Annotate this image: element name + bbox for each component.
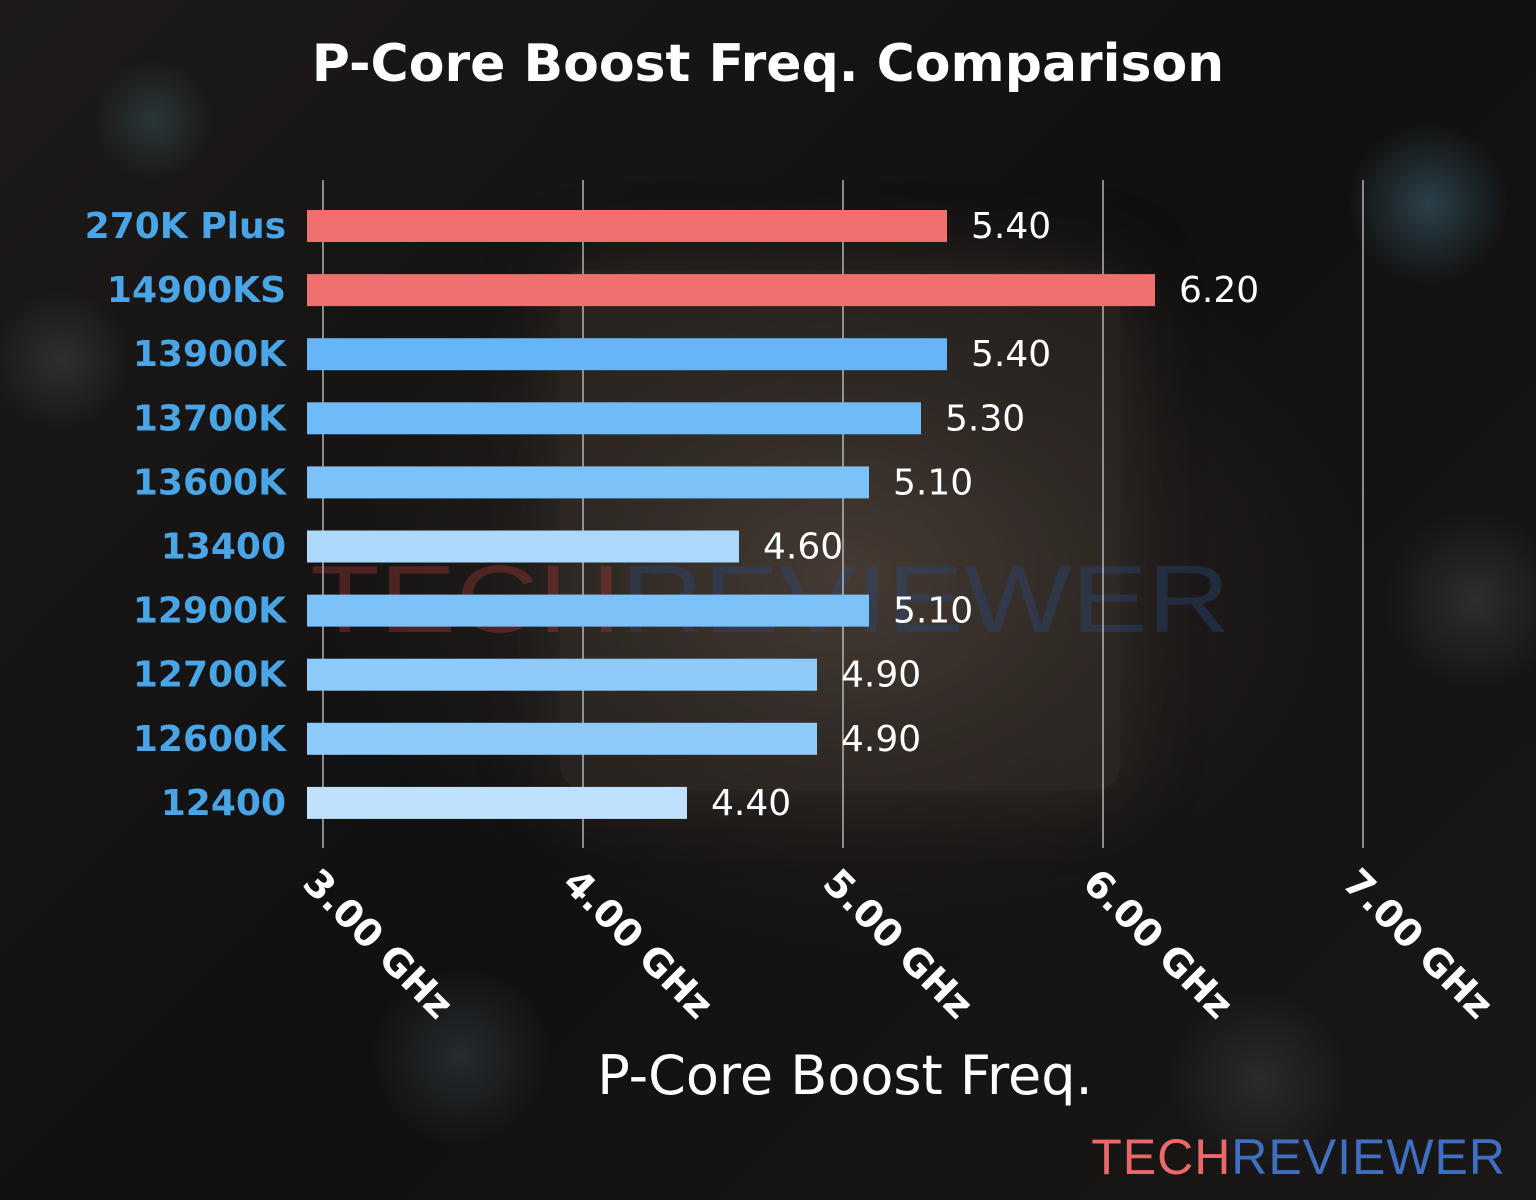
value-label: 4.60 bbox=[763, 527, 843, 568]
bars bbox=[307, 210, 1155, 819]
x-tick-label: 4.00 GHz bbox=[555, 860, 722, 1027]
bar bbox=[307, 658, 817, 691]
value-label: 4.90 bbox=[841, 655, 921, 696]
value-label: 6.20 bbox=[1179, 270, 1259, 311]
value-label: 5.40 bbox=[971, 206, 1051, 247]
value-label: 4.90 bbox=[841, 719, 921, 760]
category-label: 12900K bbox=[133, 591, 287, 632]
bar bbox=[307, 338, 947, 371]
category-label: 270K Plus bbox=[85, 206, 286, 247]
bar bbox=[307, 466, 869, 499]
category-labels: 270K Plus 14900KS 13900K 13700K 13600K 13400 1… bbox=[85, 206, 287, 824]
value-labels: 5.40 6.20 5.40 5.30 5.10 4.60 5.10 4.90 4.90 4.40 bbox=[711, 206, 1259, 824]
category-label: 13900K bbox=[133, 334, 287, 375]
category-label: 14900KS bbox=[107, 270, 286, 311]
value-label: 5.40 bbox=[971, 334, 1051, 375]
techreviewer-logo: TECHREVIEWER bbox=[1091, 1128, 1506, 1186]
category-label: 12700K bbox=[133, 655, 287, 696]
x-tick-label: 6.00 GHz bbox=[1075, 860, 1242, 1027]
x-axis-label: P-Core Boost Freq. bbox=[597, 1044, 1092, 1107]
x-tick-label: 7.00 GHz bbox=[1335, 860, 1502, 1027]
bar bbox=[307, 722, 817, 755]
bar bbox=[307, 274, 1155, 307]
category-label: 12400 bbox=[161, 783, 286, 824]
logo-tech: TECH bbox=[1091, 1129, 1232, 1185]
bar bbox=[307, 402, 921, 435]
bar bbox=[307, 594, 869, 627]
category-label: 13700K bbox=[133, 398, 287, 439]
category-label: 13400 bbox=[161, 527, 286, 568]
bar bbox=[307, 786, 687, 819]
logo-reviewer: REVIEWER bbox=[1231, 1129, 1506, 1185]
bar bbox=[307, 210, 947, 242]
value-label: 5.10 bbox=[893, 591, 973, 632]
category-label: 13600K bbox=[133, 462, 287, 503]
x-tick-labels: 3.00 GHz 4.00 GHz 5.00 GHz 6.00 GHz 7.00 GHz bbox=[295, 860, 1502, 1027]
value-label: 5.30 bbox=[945, 398, 1025, 439]
bar bbox=[307, 530, 739, 563]
category-label: 12600K bbox=[133, 719, 287, 760]
x-tick-label: 5.00 GHz bbox=[815, 860, 982, 1027]
x-tick-label: 3.00 GHz bbox=[295, 860, 462, 1027]
value-label: 4.40 bbox=[711, 783, 791, 824]
value-label: 5.10 bbox=[893, 462, 973, 503]
chart-title: P-Core Boost Freq. Comparison bbox=[311, 34, 1225, 94]
